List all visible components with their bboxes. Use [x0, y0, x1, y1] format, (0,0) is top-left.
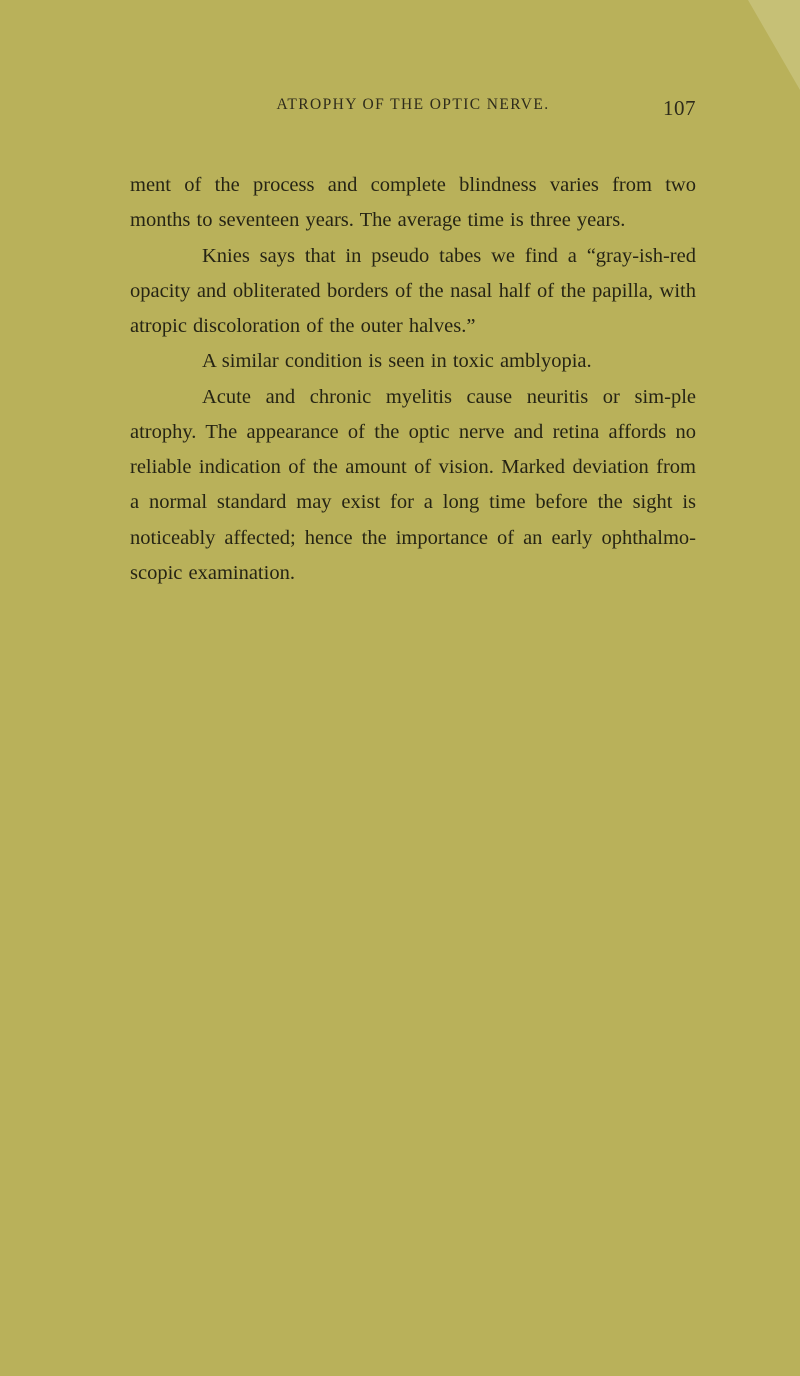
paragraph-text: Acute and chronic myelitis cause neuriti… — [130, 386, 696, 584]
paragraph: ment of the process and complete blindne… — [130, 168, 696, 239]
paragraph: Knies says that in pseudo tabes we find … — [130, 239, 696, 345]
scanned-page: ATROPHY OF THE OPTIC NERVE. 107 ment of … — [0, 0, 800, 1376]
paragraph: A similar condition is seen in toxic amb… — [130, 344, 696, 379]
running-title: ATROPHY OF THE OPTIC NERVE. — [277, 96, 550, 114]
running-header: ATROPHY OF THE OPTIC NERVE. 107 — [130, 96, 696, 114]
body-text: ment of the process and complete blindne… — [130, 168, 696, 591]
page-fold-corner — [748, 0, 800, 90]
page-number: 107 — [663, 96, 696, 121]
paragraph: Acute and chronic myelitis cause neuriti… — [130, 380, 696, 592]
